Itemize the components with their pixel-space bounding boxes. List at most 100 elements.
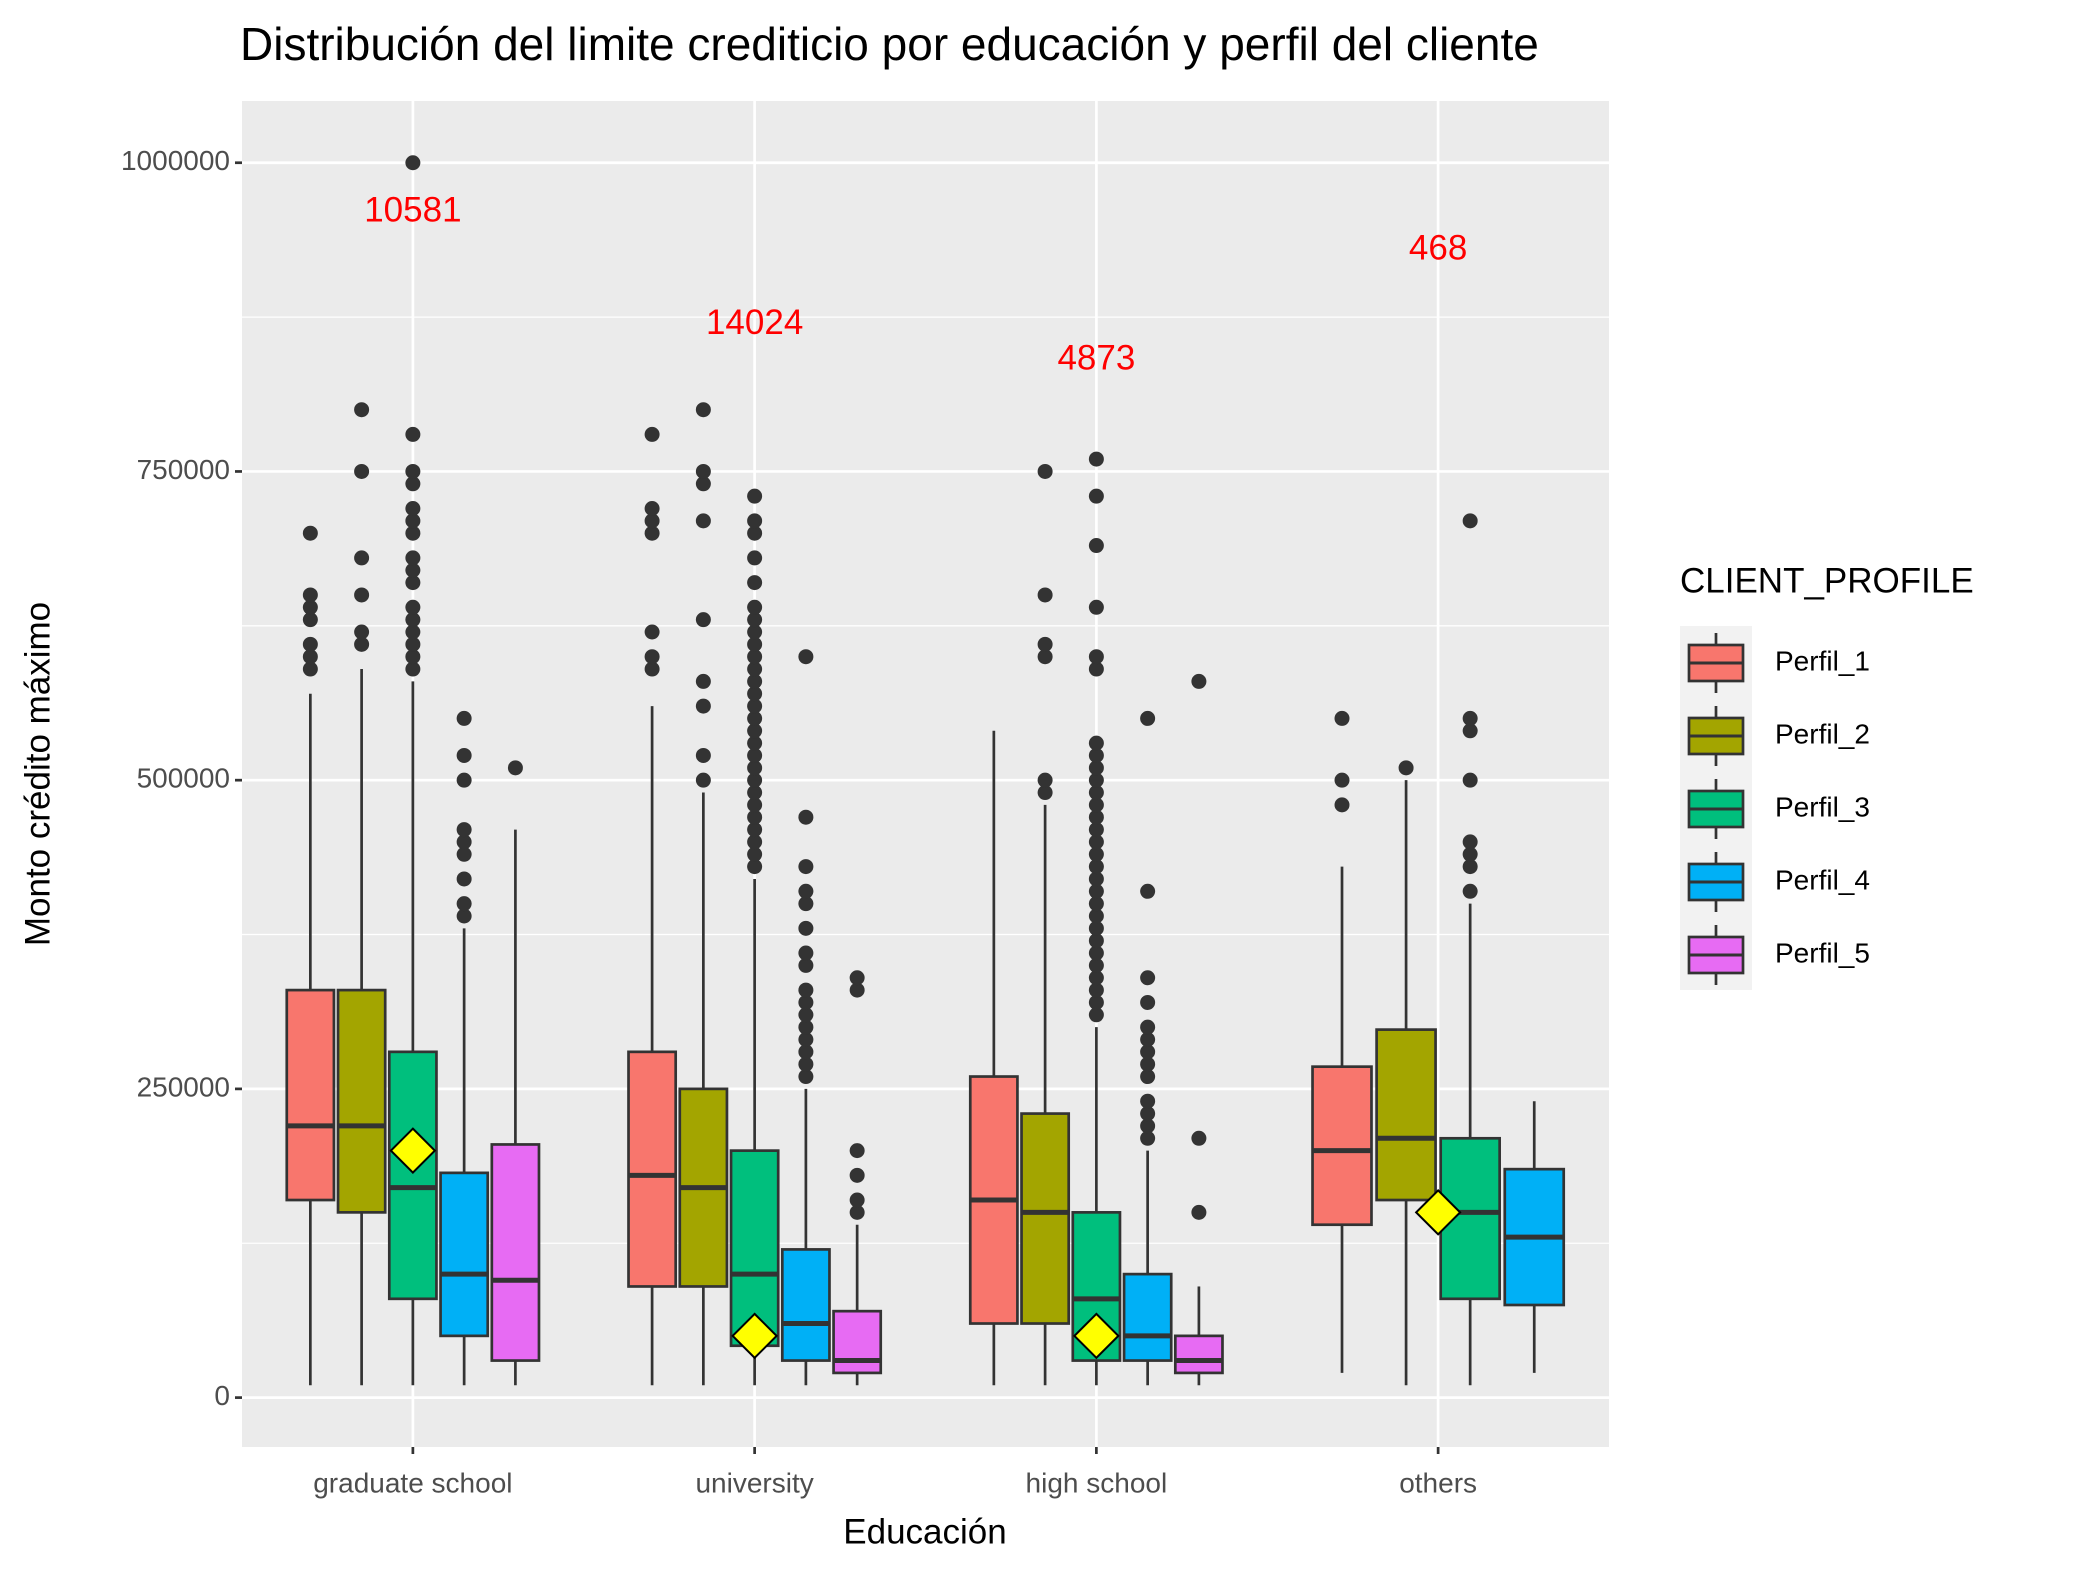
outlier [405, 636, 421, 652]
outlier [1140, 1130, 1156, 1146]
outlier [747, 859, 763, 875]
outlier [1037, 649, 1053, 665]
y-tick-label: 1000000 [121, 145, 230, 176]
outlier [798, 896, 814, 912]
outlier [1088, 933, 1104, 949]
outlier [456, 896, 472, 912]
outlier [1191, 1130, 1207, 1146]
outlier [849, 982, 865, 998]
outlier [405, 155, 421, 171]
outlier [1088, 834, 1104, 850]
outlier [1334, 797, 1350, 813]
outlier [849, 970, 865, 986]
outlier [456, 772, 472, 788]
legend-label: Perfil_4 [1775, 864, 1870, 895]
count-label: 4873 [1057, 339, 1135, 378]
outlier [1088, 599, 1104, 615]
outlier [747, 488, 763, 504]
outlier [1334, 710, 1350, 726]
outlier [849, 1204, 865, 1220]
mean-marker [731, 1312, 779, 1360]
outlier [747, 550, 763, 566]
x-tick-label: high school [1026, 1467, 1168, 1498]
outlier [456, 822, 472, 838]
outlier [405, 513, 421, 529]
x-tick-label: others [1399, 1467, 1477, 1498]
outlier [1398, 760, 1414, 776]
outlier [1088, 747, 1104, 763]
outlier [695, 402, 711, 418]
outlier [507, 760, 523, 776]
outlier [1088, 451, 1104, 467]
outlier [798, 1069, 814, 1085]
outlier [1191, 673, 1207, 689]
outlier [644, 501, 660, 517]
outlier [849, 1167, 865, 1183]
outlier [1140, 883, 1156, 899]
outlier [405, 624, 421, 640]
outlier [405, 612, 421, 628]
y-tick-label: 0 [214, 1380, 230, 1411]
outlier [1088, 785, 1104, 801]
box [1375, 1028, 1437, 1202]
outlier [644, 624, 660, 640]
outlier [798, 1056, 814, 1072]
outlier [644, 649, 660, 665]
outlier [1140, 1031, 1156, 1047]
outlier [798, 859, 814, 875]
outlier [302, 599, 318, 615]
outlier [1191, 1204, 1207, 1220]
box [1020, 1112, 1071, 1325]
outlier [747, 785, 763, 801]
outlier [1088, 661, 1104, 677]
outlier [1462, 883, 1478, 899]
outlier [1140, 970, 1156, 986]
outlier [747, 649, 763, 665]
outlier [1140, 1056, 1156, 1072]
legend-label: Perfil_2 [1775, 718, 1870, 749]
outlier [1140, 1093, 1156, 1109]
outlier [644, 426, 660, 442]
legend-label: Perfil_3 [1775, 791, 1870, 822]
outlier [1140, 994, 1156, 1010]
outlier [747, 686, 763, 702]
outlier [456, 710, 472, 726]
outlier [798, 1044, 814, 1060]
outlier [1088, 957, 1104, 973]
outlier [747, 747, 763, 763]
outlier [1037, 636, 1053, 652]
outlier [1037, 587, 1053, 603]
outlier [1140, 1069, 1156, 1085]
outlier [1462, 834, 1478, 850]
outlier [1140, 1106, 1156, 1122]
outlier [747, 822, 763, 838]
outlier [798, 1019, 814, 1035]
box [1173, 1334, 1224, 1375]
outlier [747, 612, 763, 628]
outlier [302, 612, 318, 628]
outlier [747, 834, 763, 850]
outlier [1462, 710, 1478, 726]
outlier [302, 661, 318, 677]
y-tick-label: 500000 [137, 763, 230, 794]
outlier [644, 661, 660, 677]
box [490, 1143, 541, 1362]
outlier [1088, 760, 1104, 776]
box [387, 1050, 438, 1301]
box [439, 1171, 490, 1338]
legend-label: Perfil_1 [1775, 645, 1870, 676]
count-label: 10581 [364, 190, 461, 229]
outlier [1462, 846, 1478, 862]
x-tick-label: graduate school [313, 1467, 512, 1498]
outlier [302, 587, 318, 603]
outlier [747, 809, 763, 825]
outlier [798, 649, 814, 665]
outlier [747, 673, 763, 689]
outlier [1088, 797, 1104, 813]
chart-title: Distribución del limite crediticio por e… [240, 18, 1539, 70]
outlier [849, 1192, 865, 1208]
outlier [354, 402, 370, 418]
outlier [1462, 723, 1478, 739]
box [336, 988, 387, 1214]
outlier [798, 994, 814, 1010]
